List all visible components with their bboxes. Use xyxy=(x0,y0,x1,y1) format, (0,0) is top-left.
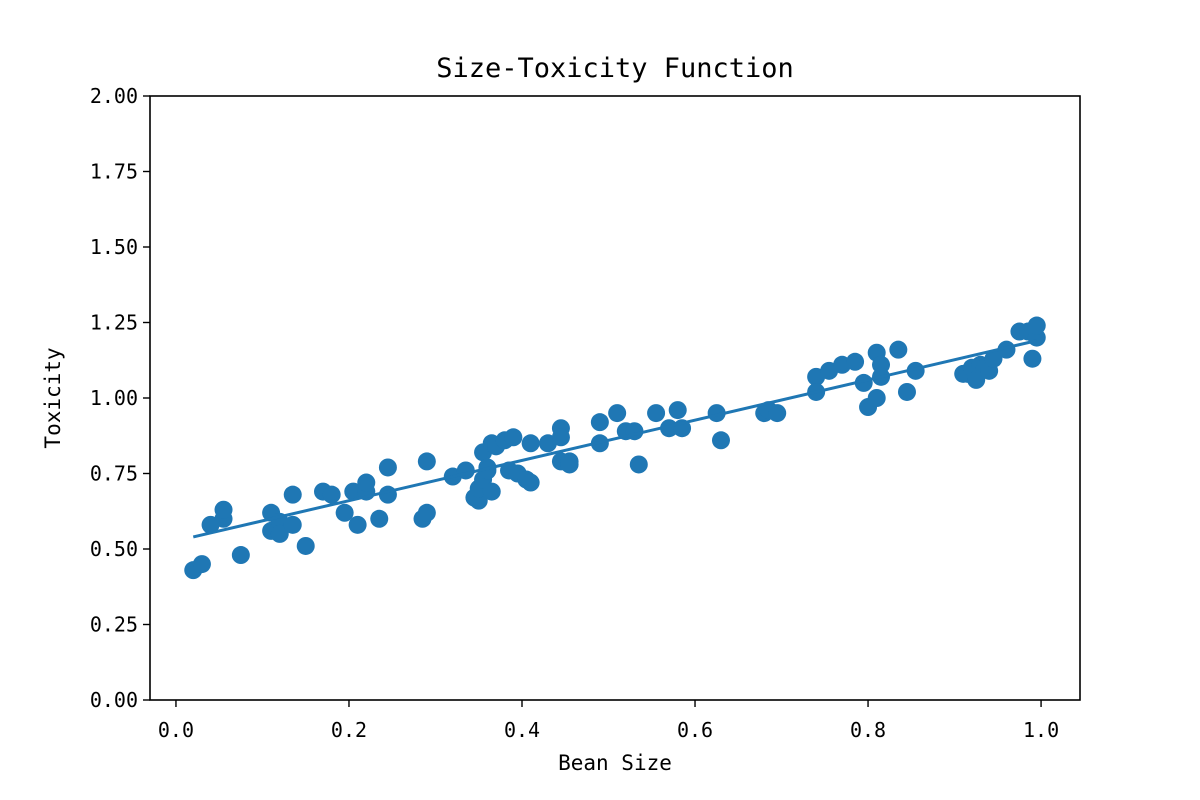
x-tick-label: 0.0 xyxy=(158,718,194,742)
y-tick-label: 1.25 xyxy=(90,311,138,335)
points-layer xyxy=(184,316,1046,580)
fit-line xyxy=(192,339,1038,539)
data-point xyxy=(551,428,570,447)
data-point xyxy=(296,536,315,555)
x-axis-label: Bean Size xyxy=(558,751,672,775)
x-tick-label: 0.4 xyxy=(504,718,540,742)
data-point xyxy=(647,404,666,423)
data-point xyxy=(768,404,787,423)
data-point xyxy=(231,546,250,565)
x-tick-label: 0.6 xyxy=(677,718,713,742)
y-tick-label: 0.00 xyxy=(90,688,138,712)
plot-frame xyxy=(149,95,1081,701)
data-point xyxy=(270,524,289,543)
data-point xyxy=(378,458,397,477)
data-point xyxy=(867,389,886,407)
data-point xyxy=(504,428,523,447)
y-tick-label: 2.00 xyxy=(90,84,138,108)
data-point xyxy=(984,349,1003,368)
data-point xyxy=(889,340,908,359)
data-point xyxy=(625,422,644,441)
data-point xyxy=(283,515,302,534)
data-point xyxy=(1023,349,1042,368)
y-tick-label: 1.00 xyxy=(90,386,138,410)
plot-area xyxy=(184,316,1046,580)
data-point xyxy=(1027,316,1046,335)
x-tick-label: 1.0 xyxy=(1023,718,1059,742)
data-point xyxy=(897,382,916,401)
data-point xyxy=(590,413,609,432)
data-point xyxy=(629,455,648,474)
data-point xyxy=(521,434,540,453)
data-point xyxy=(378,485,397,504)
y-tick-label: 0.50 xyxy=(90,537,138,561)
data-point xyxy=(283,485,302,504)
data-point xyxy=(668,401,687,420)
y-tick-label: 1.75 xyxy=(90,160,138,184)
data-point xyxy=(192,555,211,574)
y-tick-label: 1.50 xyxy=(90,235,138,259)
data-point xyxy=(335,503,354,522)
x-axis: 0.0 0.2 0.4 0.6 0.8 1.0 xyxy=(158,700,1059,742)
data-point xyxy=(456,461,475,480)
data-point xyxy=(711,431,730,450)
y-axis: 0.00 0.25 0.50 0.75 1.00 1.25 1.50 1.75 2.00 xyxy=(90,84,150,712)
data-point xyxy=(521,473,540,492)
x-tick-label: 0.2 xyxy=(331,718,367,742)
data-point xyxy=(417,452,436,471)
data-point xyxy=(482,482,501,501)
y-axis-label: Toxicity xyxy=(41,347,65,448)
data-point xyxy=(357,473,376,492)
x-tick-label: 0.8 xyxy=(850,718,886,742)
data-point xyxy=(344,482,363,501)
data-point xyxy=(322,485,341,504)
data-point xyxy=(417,503,436,522)
data-point xyxy=(846,352,865,371)
chart-title: Size-Toxicity Function xyxy=(436,53,794,84)
data-point xyxy=(214,500,233,519)
data-point xyxy=(348,515,367,534)
y-tick-label: 0.25 xyxy=(90,613,138,637)
data-point xyxy=(608,404,627,423)
y-tick-label: 0.75 xyxy=(90,462,138,486)
data-point xyxy=(560,455,579,474)
data-point xyxy=(370,509,389,528)
